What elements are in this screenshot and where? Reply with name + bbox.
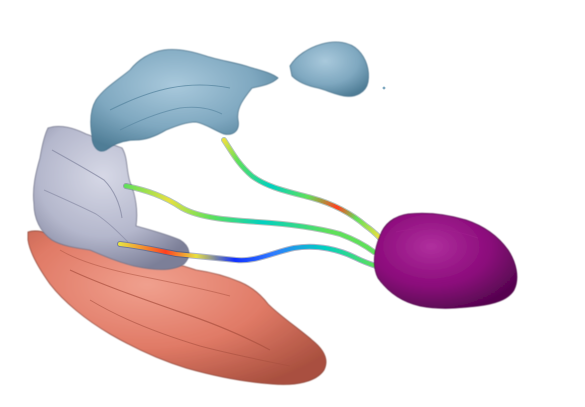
gray-cortex-region [33,126,190,270]
purple-target-region [374,212,518,309]
blue-cortex-region [90,49,279,152]
blue-cortex-fragment [289,41,386,97]
fiber-tracts [117,137,383,269]
